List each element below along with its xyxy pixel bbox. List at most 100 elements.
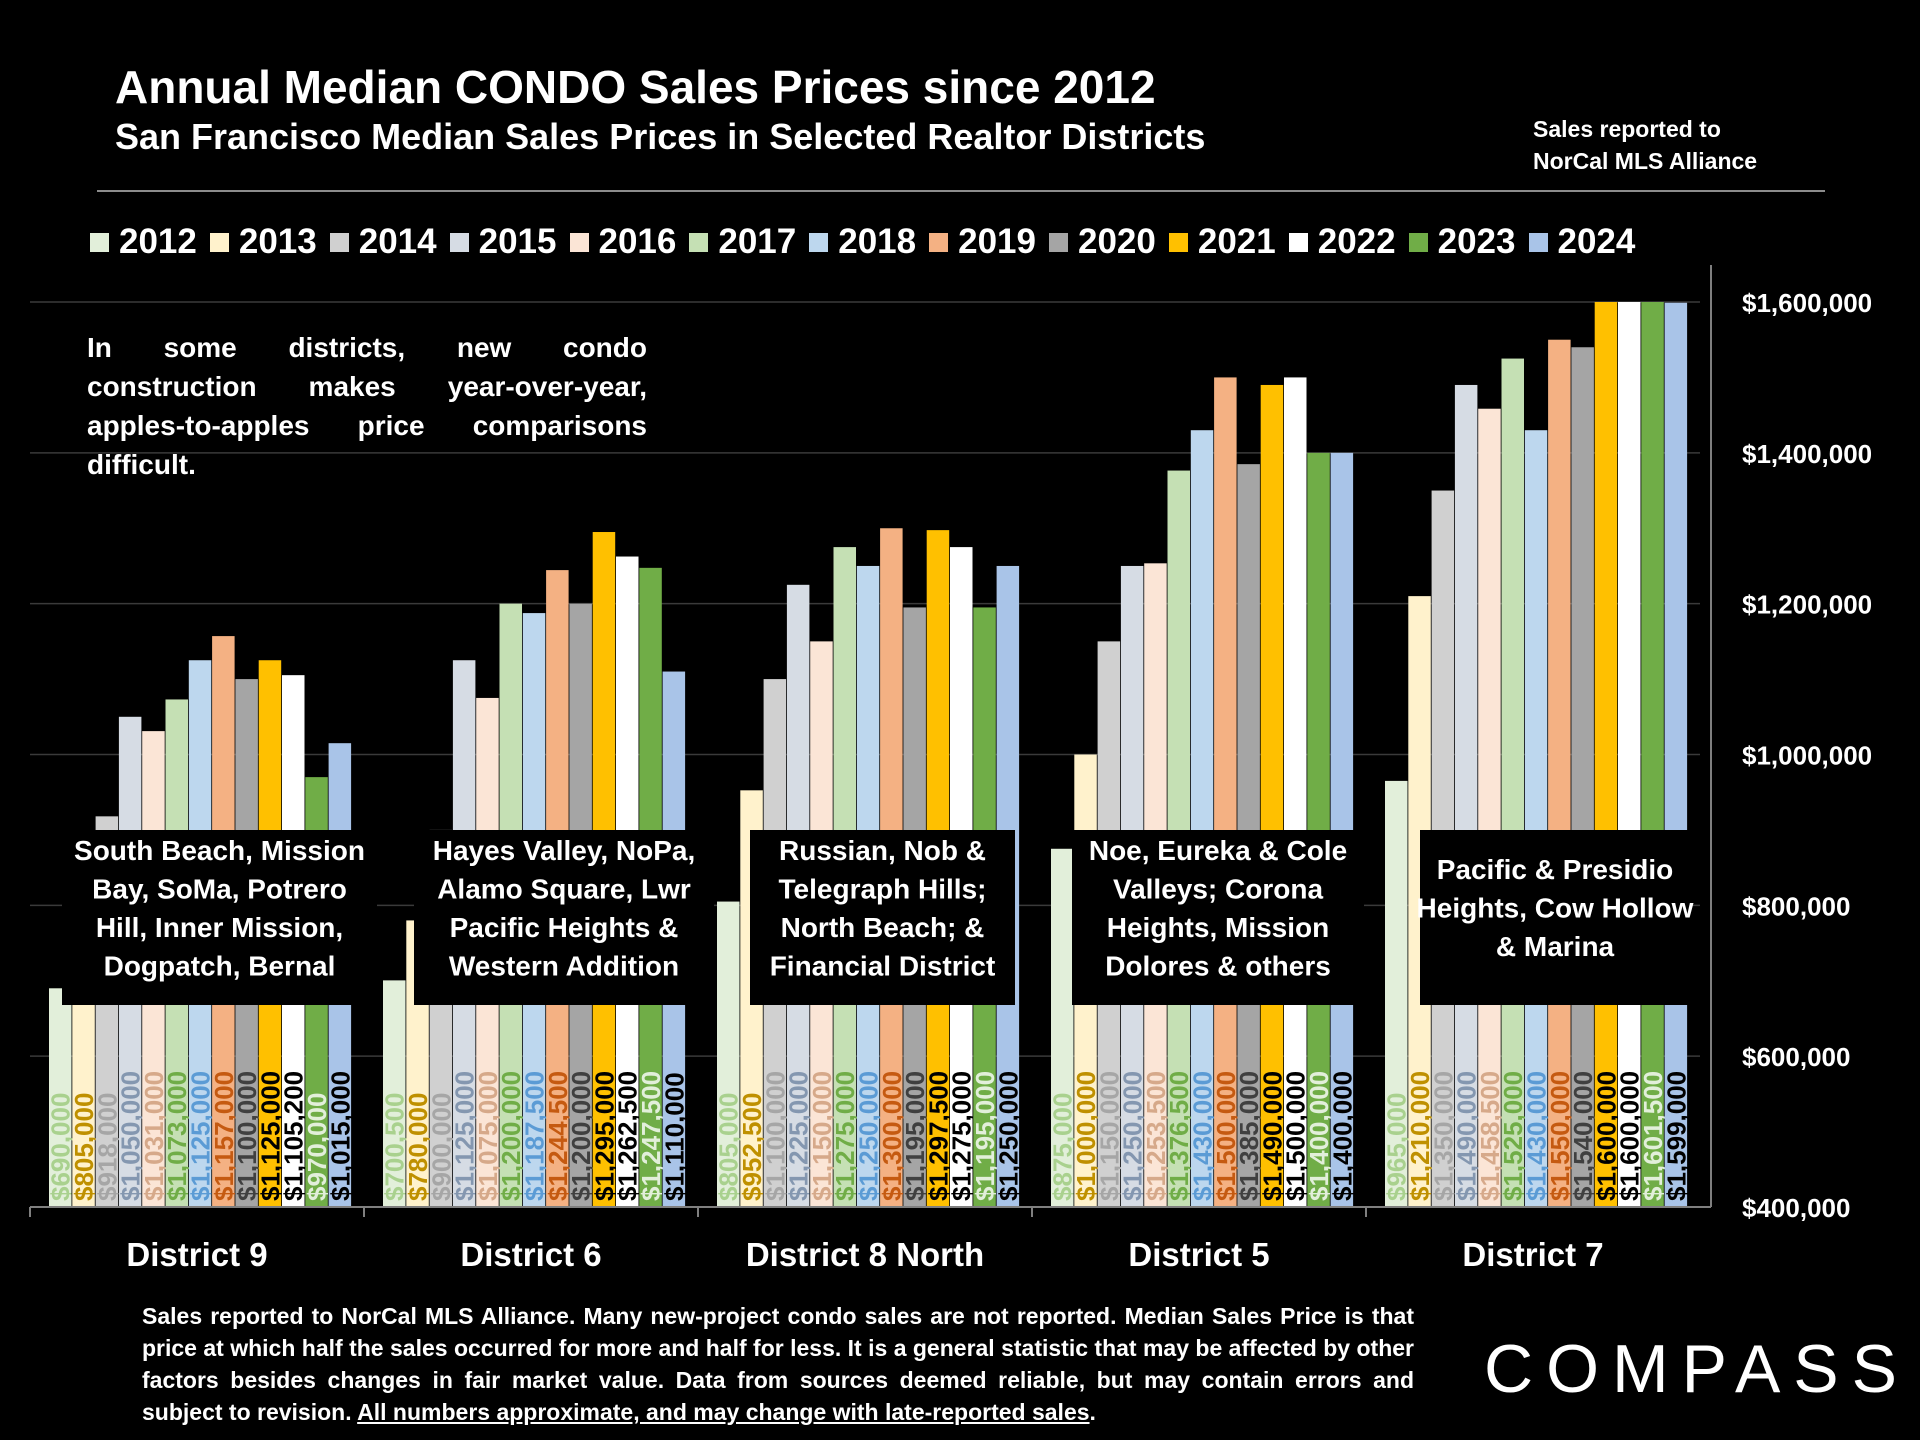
y-tick-label: $800,000 — [1742, 891, 1850, 921]
bar-district-7-2013 — [1408, 596, 1431, 1207]
bar-district-5-2023 — [1307, 452, 1330, 1207]
district-description-line: Financial District — [770, 951, 996, 982]
data-label-district-6-2018: $1,187,500 — [519, 1071, 549, 1201]
data-label-district-6-2024: $1,110,000 — [659, 1072, 689, 1201]
bar-district-7-2012 — [1385, 780, 1408, 1207]
y-tick-label: $1,400,000 — [1742, 439, 1872, 469]
district-description-line: Pacific & Presidio — [1437, 854, 1674, 885]
legend-swatch — [1168, 232, 1188, 252]
legend-item-2024: 2024 — [1528, 222, 1636, 262]
data-label-district-8-north-2018: $1,250,000 — [853, 1071, 883, 1201]
bar-district-8-north-2012 — [717, 901, 740, 1207]
data-label-district-8-north-2024: $1,250,000 — [993, 1071, 1023, 1201]
district-description-line: Dogpatch, Bernal — [104, 951, 336, 982]
data-label-district-7-2023: $1,601,500 — [1638, 1071, 1668, 1201]
district-description-line: Alamo Square, Lwr — [437, 874, 691, 905]
data-label-district-6-2017: $1,200,000 — [496, 1071, 526, 1201]
bar-district-6-2012 — [383, 980, 406, 1207]
data-label-district-6-2022: $1,262,500 — [613, 1071, 643, 1201]
data-label-district-8-north-2023: $1,195,000 — [970, 1071, 1000, 1201]
data-label-district-8-north-2019: $1,300,000 — [877, 1071, 907, 1201]
legend-label: 2024 — [1557, 222, 1636, 261]
district-description-line: Western Addition — [449, 951, 679, 982]
data-label-district-6-2016: $1,075,000 — [473, 1071, 503, 1201]
data-label-district-9-2015: $1,050,000 — [116, 1071, 146, 1201]
data-label-district-8-north-2013: $952,500 — [737, 1093, 767, 1201]
data-label-district-9-2019: $1,157,000 — [209, 1071, 239, 1201]
district-description-box — [1420, 830, 1690, 1005]
data-label-district-5-2022: $1,500,000 — [1281, 1071, 1311, 1201]
data-label-district-5-2021: $1,490,000 — [1257, 1071, 1287, 1201]
district-description-box — [750, 830, 1015, 1005]
legend-swatch — [569, 232, 589, 252]
legend-label: 2023 — [1437, 222, 1516, 261]
source-note-text: Sales reported to NorCal MLS Alliance — [1533, 116, 1758, 174]
data-label-district-5-2017: $1,376,500 — [1164, 1071, 1194, 1201]
data-label-district-7-2014: $1,350,000 — [1428, 1071, 1458, 1201]
chart-subtitle: San Francisco Median Sales Prices in Sel… — [115, 116, 1206, 157]
legend-item-2019: 2019 — [929, 222, 1036, 262]
bar-district-5-2012 — [1051, 848, 1074, 1207]
legend-item-2021: 2021 — [1168, 222, 1276, 262]
legend-label: 2022 — [1317, 222, 1396, 261]
data-label-district-8-north-2016: $1,150,000 — [807, 1071, 837, 1201]
legend-item-2018: 2018 — [809, 222, 916, 262]
chart-legend: 2012 2013 2014 2015 2016 2017 2018 2019 2020 2021… — [90, 222, 1648, 262]
data-label-district-9-2020: $1,100,000 — [232, 1071, 262, 1201]
district-description-line: Dolores & others — [1105, 951, 1331, 982]
data-label-district-7-2024: $1,599,000 — [1661, 1071, 1691, 1201]
district-description-line: Hayes Valley, NoPa, — [433, 835, 696, 866]
district-description-line: Noe, Eureka & Cole — [1089, 835, 1347, 866]
district-description-line: South Beach, Mission — [74, 835, 365, 866]
district-description-line: North Beach; & — [781, 912, 985, 943]
y-tick-label: $400,000 — [1742, 1193, 1850, 1223]
district-description-line: Telegraph Hills; — [779, 874, 987, 905]
legend-item-2022: 2022 — [1288, 222, 1396, 262]
category-label-district-9: District 9 — [126, 1236, 267, 1273]
data-label-district-5-2012: $875,000 — [1048, 1093, 1078, 1201]
data-label-district-9-2023: $970,000 — [302, 1093, 332, 1201]
category-label-district-6: District 6 — [460, 1236, 601, 1273]
legend-label: 2012 — [119, 222, 197, 261]
legend-swatch — [449, 232, 469, 252]
district-description-line: Bay, SoMa, Potrero — [92, 874, 347, 905]
legend-swatch — [329, 232, 349, 252]
legend-label: 2015 — [478, 222, 557, 261]
disclaimer-text: Sales reported to NorCal MLS Alliance. M… — [142, 1303, 1414, 1425]
category-label-district-5: District 5 — [1128, 1236, 1269, 1273]
data-label-district-5-2024: $1,400,000 — [1327, 1071, 1357, 1201]
legend-item-2012: 2012 — [90, 222, 197, 262]
district-description-line: Russian, Nob & — [779, 835, 986, 866]
data-label-district-7-2013: $1,210,000 — [1405, 1071, 1435, 1201]
data-label-district-7-2016: $1,458,500 — [1475, 1071, 1505, 1201]
legend-label: 2017 — [718, 222, 797, 261]
data-label-district-5-2023: $1,400,000 — [1304, 1071, 1334, 1201]
legend-label: 2020 — [1078, 222, 1156, 261]
data-label-district-9-2024: $1,015,000 — [325, 1071, 355, 1201]
data-label-district-5-2019: $1,500,000 — [1211, 1071, 1241, 1201]
legend-swatch — [929, 232, 949, 252]
data-label-district-6-2021: $1,295,000 — [589, 1071, 619, 1201]
y-tick-label: $1,000,000 — [1742, 741, 1872, 771]
legend-label: 2018 — [838, 222, 917, 261]
bar-district-5-2018 — [1190, 430, 1214, 1207]
data-label-district-8-north-2022: $1,275,000 — [947, 1071, 977, 1201]
data-label-district-9-2016: $1,031,000 — [139, 1071, 169, 1201]
data-label-district-9-2021: $1,125,000 — [255, 1071, 285, 1201]
data-label-district-8-north-2021: $1,297,500 — [923, 1071, 953, 1201]
y-tick-label: $1,200,000 — [1742, 590, 1872, 620]
chart-title: Annual Median CONDO Sales Prices since 2… — [115, 61, 1156, 113]
legend-swatch — [1408, 232, 1428, 252]
legend-item-2020: 2020 — [1049, 222, 1156, 262]
district-description-line: & Marina — [1496, 931, 1615, 962]
data-label-district-7-2021: $1,600,000 — [1591, 1071, 1621, 1201]
data-label-district-6-2019: $1,244,500 — [543, 1071, 573, 1201]
district-description-line: Valleys; Corona — [1113, 874, 1324, 905]
district-description-box — [62, 830, 377, 1005]
data-label-district-9-2022: $1,105,200 — [279, 1071, 309, 1201]
data-label-district-6-2014: $900,000 — [426, 1093, 456, 1201]
legend-label: 2016 — [598, 222, 677, 261]
data-label-district-8-north-2014: $1,100,000 — [760, 1071, 790, 1201]
bar-district-7-2018 — [1524, 430, 1548, 1207]
legend-label: 2021 — [1197, 222, 1276, 261]
